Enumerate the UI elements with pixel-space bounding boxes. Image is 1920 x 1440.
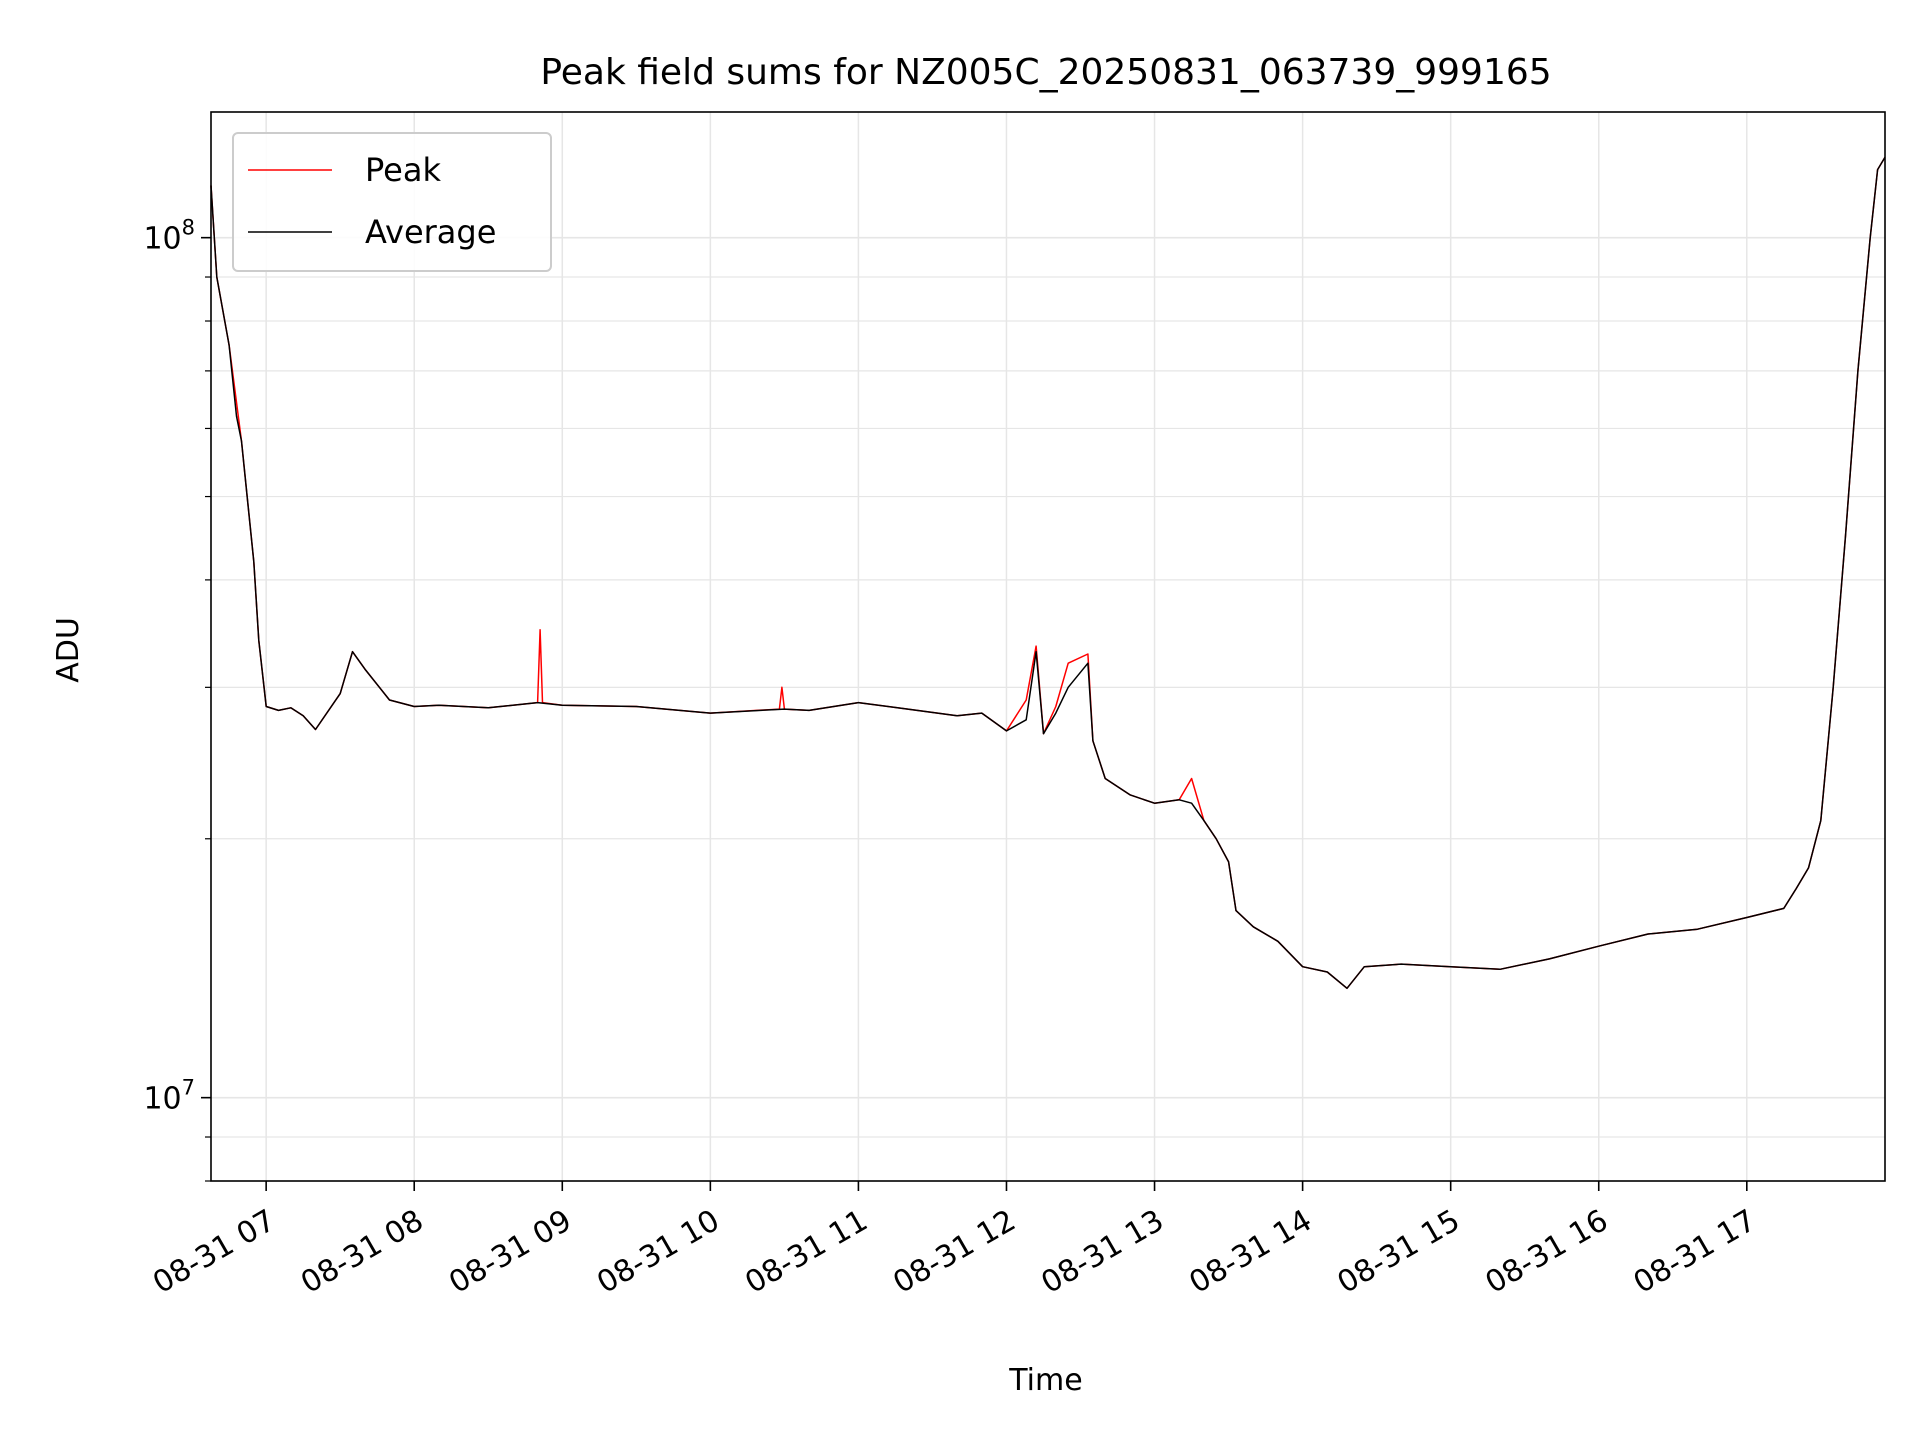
- y-axis: 107 108: [143, 216, 211, 1182]
- y-axis-label: ADU: [51, 617, 86, 683]
- chart-title: Peak field sums for NZ005C_20250831_0637…: [540, 52, 1551, 93]
- series-line-average: [210, 156, 1886, 990]
- legend-label-average: Average: [365, 213, 496, 251]
- y-tick-label: 108: [143, 216, 195, 257]
- grid: [211, 112, 1885, 1182]
- x-axis-label: Time: [1008, 1363, 1082, 1398]
- series-layer: [210, 156, 1886, 990]
- y-tick-label: 107: [143, 1076, 195, 1117]
- legend-frame: [232, 132, 552, 272]
- legend: Peak Average: [232, 132, 552, 272]
- plot-frame: [210, 111, 1886, 1182]
- legend-label-peak: Peak: [365, 151, 441, 189]
